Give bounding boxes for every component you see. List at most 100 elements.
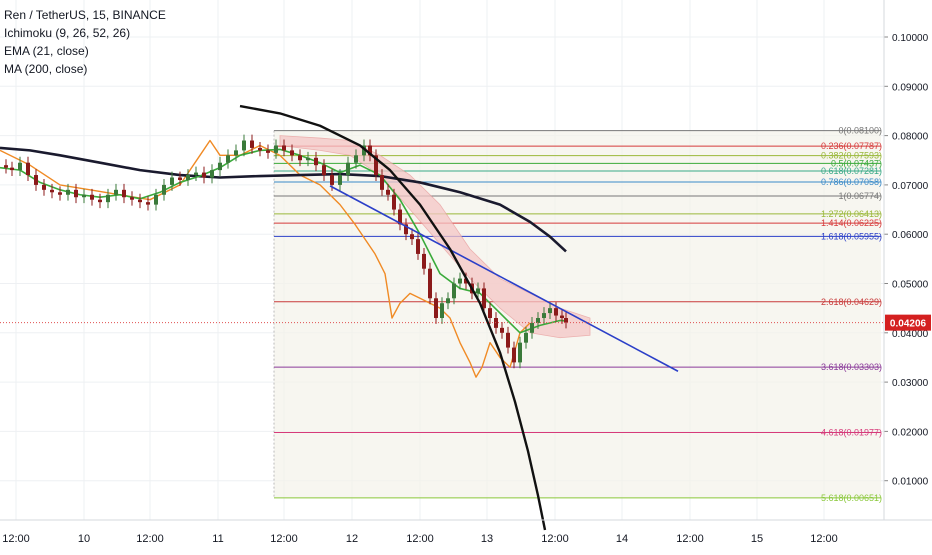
candle-body (346, 162, 350, 176)
candle-body (138, 199, 142, 203)
current-price-label: 0.04206 (890, 319, 927, 330)
fib-level-label: 0.382(0.07593) (821, 151, 882, 161)
x-tick-label: 12:00 (676, 533, 704, 545)
candle-body (186, 175, 190, 180)
candle-body (146, 202, 150, 205)
x-tick-label: 12:00 (406, 533, 434, 545)
indicator-ichimoku[interactable]: Ichimoku (9, 26, 52, 26) (4, 26, 131, 40)
candle-body (290, 150, 294, 156)
candle-body (106, 194, 110, 203)
candle-body (314, 157, 318, 166)
x-tick-label: 13 (481, 533, 493, 545)
candle-body (170, 177, 174, 185)
y-tick-label: 0.07000 (892, 181, 929, 192)
candle-body (554, 308, 558, 316)
y-tick-label: 0.05000 (892, 280, 929, 291)
y-tick-label: 0.10000 (892, 33, 929, 44)
candle-body (90, 194, 94, 200)
candle-body (202, 172, 206, 178)
candle-body (380, 175, 384, 190)
candle-body (440, 303, 444, 319)
candle-body (66, 189, 70, 195)
candle-body (530, 322, 534, 333)
candle-body (34, 175, 38, 185)
candle-body (464, 278, 468, 284)
ichimoku-cloud (279, 135, 591, 339)
candle-body (398, 209, 402, 225)
candle-body (82, 194, 86, 198)
candle-body (258, 147, 262, 151)
candle-body (488, 308, 492, 319)
candle-body (4, 165, 8, 168)
candle-body (218, 162, 222, 171)
candle-body (392, 194, 396, 210)
x-tick-label: 14 (616, 533, 628, 545)
indicator-ema[interactable]: EMA (21, close) (4, 44, 89, 58)
fib-level-label: 0.236(0.07787) (821, 141, 882, 151)
ma200-line (0, 146, 567, 253)
candle-body (210, 170, 214, 178)
candle-body (542, 313, 546, 319)
candle-body (476, 288, 480, 294)
candle-body (434, 298, 438, 319)
candle-body (482, 288, 486, 309)
candle-body (452, 283, 456, 299)
fib-level-label: 1.618(0.05955) (821, 231, 882, 241)
x-tick-label: 12:00 (541, 533, 569, 545)
candle-body (162, 184, 166, 195)
candle-body (512, 347, 516, 363)
symbol-title[interactable]: Ren / TetherUS, 15, BINANCE (4, 8, 166, 22)
parabolic-curve (239, 104, 547, 531)
candle-body (524, 332, 528, 343)
candle-body (114, 189, 118, 195)
candle-body (536, 318, 540, 323)
x-tick-label: 12:00 (810, 533, 838, 545)
candle-body (306, 157, 310, 161)
candle-body (266, 150, 270, 153)
candle-body (234, 150, 238, 156)
candle-body (362, 145, 366, 156)
candles (4, 134, 568, 369)
fib-level-label: 0.5(0.07437) (831, 158, 882, 168)
fib-level-label: 3.618(0.03303) (821, 362, 882, 372)
x-tick-label: 12:00 (136, 533, 164, 545)
candle-body (386, 189, 390, 195)
candle-body (458, 278, 462, 284)
trendline (329, 185, 679, 372)
drawings (0, 104, 884, 531)
candle-body (548, 308, 552, 314)
candle-body (98, 199, 102, 203)
candle-body (178, 177, 182, 180)
ichimoku-lagging-span (0, 139, 531, 378)
y-tick-label: 0.01000 (892, 477, 929, 488)
fib-level-label: 1.272(0.06413) (821, 209, 882, 219)
candle-body (50, 189, 54, 193)
candle-body (338, 175, 342, 185)
candle-body (322, 165, 326, 176)
x-tick-label: 10 (78, 533, 90, 545)
y-tick-label: 0.08000 (892, 132, 929, 143)
candle-body (26, 162, 30, 176)
current-price-badge (885, 314, 931, 331)
y-tick-label: 0.03000 (892, 378, 929, 389)
candle-body (242, 140, 246, 151)
candle-body (374, 155, 378, 176)
candle-body (330, 175, 334, 185)
fib-level-label: 1.414(0.06225) (821, 218, 882, 228)
indicator-ma[interactable]: MA (200, close) (4, 62, 88, 76)
candle-body (416, 239, 420, 254)
x-tick-label: 12:00 (270, 533, 298, 545)
fib-level-label: 1(0.06774) (838, 191, 882, 201)
candle-body (404, 224, 408, 235)
candle-body (282, 145, 286, 151)
candle-body (58, 192, 62, 195)
fib-level-label: 5.618(0.00651) (821, 493, 882, 503)
x-tick-label: 12:00 (2, 533, 30, 545)
y-tick-label: 0.02000 (892, 427, 929, 438)
fib-level-label: 2.618(0.04629) (821, 297, 882, 307)
candle-body (154, 194, 158, 205)
y-tick-label: 0.04000 (892, 329, 929, 340)
